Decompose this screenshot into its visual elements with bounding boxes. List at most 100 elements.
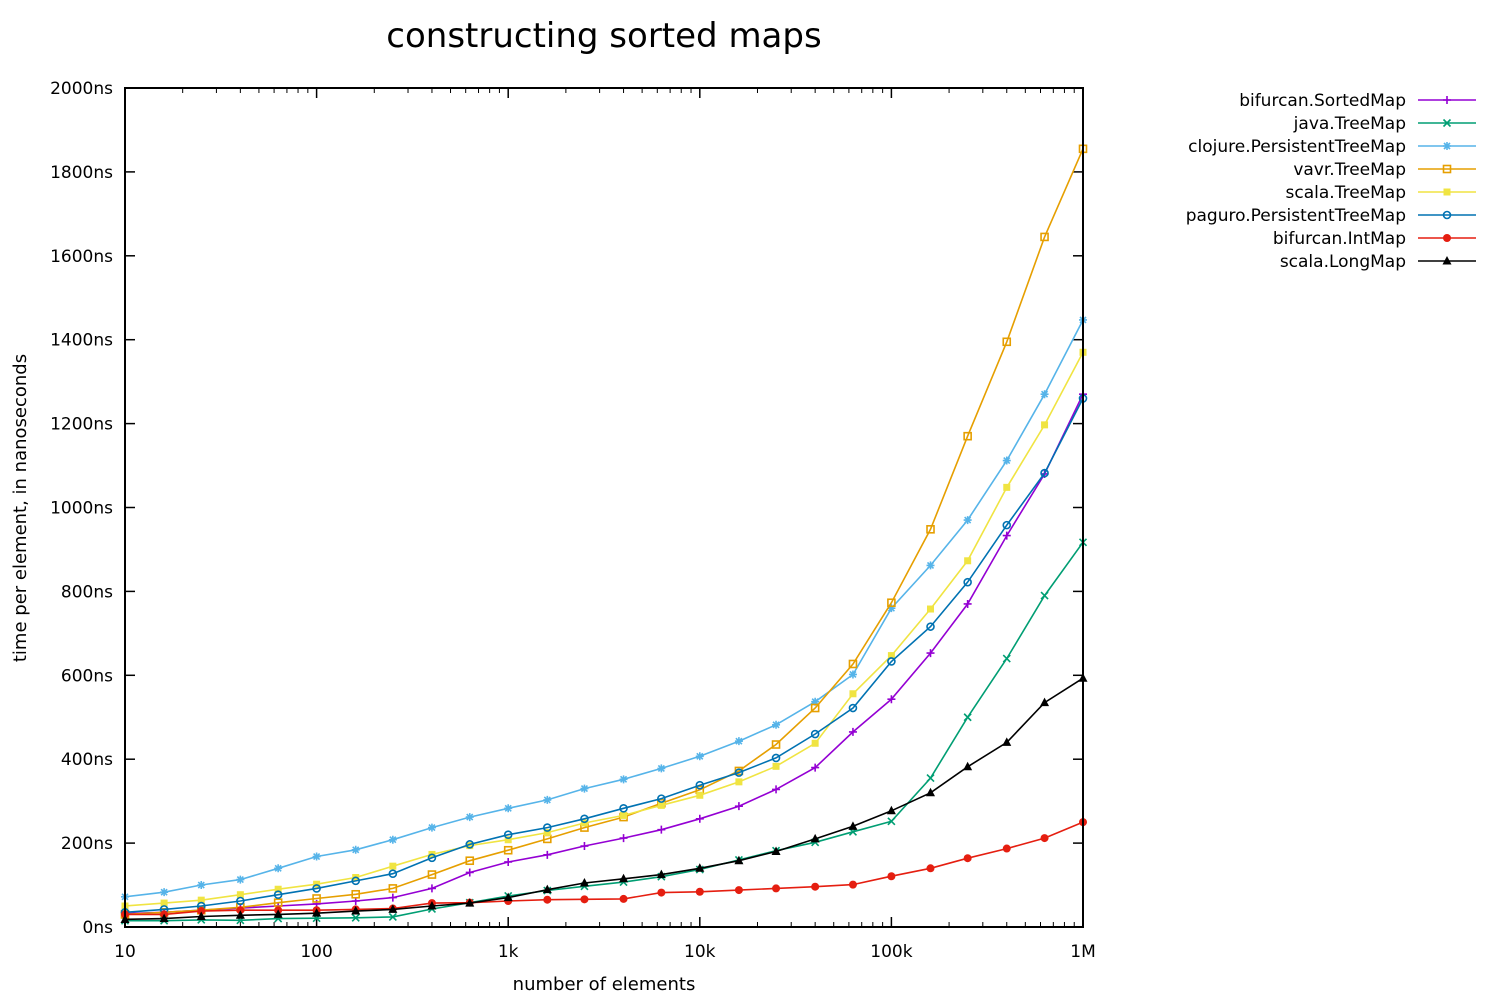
data-point: [312, 884, 321, 893]
legend-item: vavr.TreeMap: [1293, 160, 1476, 180]
data-point: [848, 821, 858, 830]
data-point: [734, 855, 744, 865]
y-tick-label: 800ns: [61, 582, 113, 602]
data-point: [963, 713, 972, 722]
legend-item: scala.LongMap: [1280, 252, 1476, 272]
legend-label: bifurcan.IntMap: [1273, 229, 1406, 249]
data-point: [926, 622, 935, 631]
data-point: [579, 877, 589, 887]
x-tick-label: 1M: [1070, 942, 1095, 962]
data-point: [927, 605, 935, 613]
data-point: [504, 836, 512, 844]
data-point: [1040, 232, 1049, 242]
data-point: [887, 598, 896, 608]
data-point: [543, 823, 552, 832]
data-point: [465, 868, 474, 877]
data-point: [695, 752, 704, 761]
data-point: [503, 830, 513, 840]
data-point: [388, 869, 398, 879]
data-point: [771, 846, 781, 855]
data-point: [543, 795, 552, 804]
data-point: [963, 516, 972, 525]
data-point: [503, 845, 513, 855]
data-point: [160, 899, 168, 907]
data-point: [963, 761, 973, 771]
legend-label: paguro.PersistentTreeMap: [1186, 206, 1406, 226]
y-tick-label: 1600ns: [50, 247, 113, 267]
data-point: [695, 863, 705, 872]
x-axis-label: number of elements: [513, 974, 696, 995]
data-point: [926, 787, 936, 797]
plot-frame: [124, 87, 1084, 928]
y-tick-label: 1400ns: [50, 331, 113, 351]
y-axis-label: time per element, in nanoseconds: [10, 354, 31, 662]
data-point: [619, 873, 629, 883]
data-point: [734, 886, 743, 895]
data-point: [771, 740, 781, 749]
data-point: [772, 762, 780, 770]
data-point: [351, 906, 361, 915]
x-tick-label: 10: [114, 942, 136, 962]
series-line: [124, 393, 1084, 915]
data-point: [811, 739, 819, 747]
data-point: [811, 763, 820, 772]
data-point: [427, 901, 437, 910]
data-point: [1443, 188, 1451, 196]
data-point: [542, 884, 552, 894]
series-line: [124, 677, 1084, 921]
data-point: [887, 652, 895, 660]
series-line: [125, 541, 1084, 922]
data-point: [657, 888, 666, 897]
data-point: [849, 690, 857, 698]
data-point: [734, 768, 744, 777]
data-point: [926, 774, 935, 783]
data-point: [580, 842, 589, 851]
data-point: [465, 813, 474, 822]
data-point: [886, 805, 896, 815]
data-point: [963, 854, 972, 863]
data-point: [887, 817, 896, 826]
data-point: [273, 890, 283, 899]
data-point: [1002, 520, 1012, 530]
data-point: [159, 913, 169, 923]
data-point: [312, 852, 321, 861]
data-point: [619, 775, 628, 784]
data-point: [273, 898, 283, 907]
data-point: [503, 892, 513, 902]
data-point: [351, 845, 360, 854]
legend-item: bifurcan.IntMap: [1273, 229, 1476, 249]
legend-item: clojure.PersistentTreeMap: [1188, 137, 1476, 157]
data-point: [619, 803, 628, 813]
data-point: [657, 764, 666, 773]
data-point: [1442, 118, 1452, 128]
data-point: [1040, 834, 1049, 843]
data-point: [1002, 337, 1012, 347]
data-point: [465, 840, 475, 849]
data-point: [388, 904, 398, 913]
data-point: [236, 891, 244, 899]
y-tick-label: 1000ns: [50, 499, 113, 519]
data-point: [1002, 737, 1012, 746]
data-point: [1040, 697, 1050, 707]
data-point: [772, 884, 781, 893]
data-point: [427, 823, 436, 832]
data-point: [657, 794, 666, 803]
data-point: [388, 884, 398, 893]
data-point: [1040, 468, 1049, 478]
data-point: [197, 881, 206, 890]
data-point: [848, 703, 858, 713]
data-point: [734, 802, 743, 811]
data-point: [236, 875, 245, 884]
plot-series: [120, 144, 1088, 925]
series-line: [125, 821, 1084, 916]
legend-label: java.TreeMap: [1293, 114, 1406, 134]
data-point: [580, 784, 589, 793]
data-point: [196, 911, 206, 921]
data-point: [1003, 483, 1011, 491]
data-point: [504, 857, 513, 866]
data-point: [771, 753, 781, 763]
data-point: [657, 825, 666, 834]
legend-item: bifurcan.SortedMap: [1239, 91, 1476, 111]
data-point: [274, 885, 282, 893]
chart-title: constructing sorted maps: [386, 16, 821, 56]
